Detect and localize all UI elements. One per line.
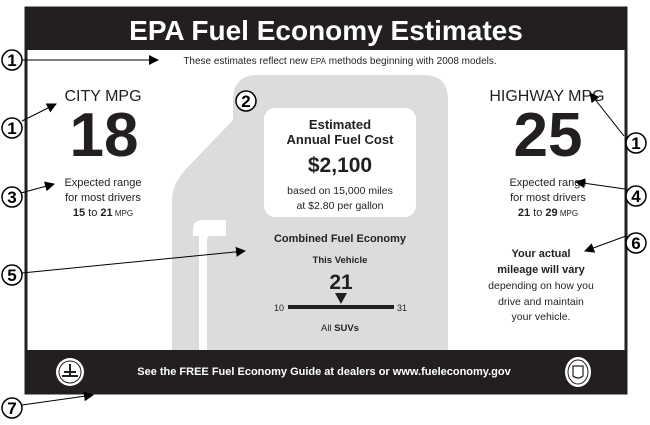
annual-cost-box — [264, 108, 416, 217]
label-subtitle: These estimates reflect new EPA methods … — [183, 56, 496, 67]
callout-1-highway: 1 — [625, 132, 647, 154]
highway-range-values: 21 to 29 MPG — [518, 207, 578, 219]
highway-range-line2: for most drivers — [510, 192, 586, 204]
svg-text:1: 1 — [7, 119, 16, 138]
callout-4-highway-range: 4 — [625, 185, 647, 207]
callout-3-city-range: 3 — [1, 186, 23, 208]
pump-hose-gap — [199, 228, 226, 350]
city-range-line1: Expected range — [64, 177, 141, 189]
callout-7-footer: 7 — [1, 397, 23, 419]
svg-text:1: 1 — [7, 51, 16, 70]
svg-text:7: 7 — [7, 399, 16, 418]
svg-text:4: 4 — [631, 187, 641, 206]
combined-value: 21 — [329, 271, 353, 294]
svg-text:2: 2 — [241, 92, 250, 111]
annual-cost-value: $2,100 — [308, 154, 372, 177]
combined-vehicle-class: All SUVs — [321, 323, 359, 334]
epa-seal-icon — [56, 358, 84, 386]
disclaimer-line2: mileage will vary — [497, 264, 585, 276]
svg-text:3: 3 — [7, 188, 16, 207]
disclaimer-line4: drive and maintain — [498, 296, 584, 308]
highway-mpg-heading: HIGHWAY MPG — [489, 88, 604, 105]
combined-scale-min: 10 — [274, 303, 284, 313]
disclaimer-line1: Your actual — [511, 248, 570, 260]
callout-arrows — [20, 55, 627, 406]
city-range-line2: for most drivers — [65, 192, 141, 204]
annual-cost-basis-2: at $2.80 per gallon — [297, 200, 384, 212]
callout-1-subtitle: 1 — [1, 49, 23, 71]
annual-cost-heading-1: Estimated — [309, 117, 371, 132]
city-mpg-value: 18 — [70, 101, 139, 170]
svg-text:1: 1 — [631, 134, 640, 153]
combined-this-vehicle: This Vehicle — [313, 255, 368, 266]
callout-6-disclaimer: 6 — [625, 232, 647, 254]
footer-text: See the FREE Fuel Economy Guide at deale… — [137, 366, 511, 378]
doe-seal-icon — [565, 357, 591, 387]
label-title: EPA Fuel Economy Estimates — [129, 15, 523, 46]
combined-scale-bar — [288, 305, 394, 309]
disclaimer-line5: your vehicle. — [512, 311, 571, 323]
footer-bar — [26, 350, 626, 393]
annual-cost-basis-1: based on 15,000 miles — [287, 185, 393, 197]
annual-cost-heading-2: Annual Fuel Cost — [287, 132, 395, 147]
callout-5-combined: 5 — [1, 264, 23, 286]
combined-scale-max: 31 — [397, 303, 407, 313]
svg-text:5: 5 — [7, 266, 16, 285]
city-range-values: 15 to 21 MPG — [73, 207, 133, 219]
callout-2-annual-cost: 2 — [235, 90, 257, 112]
combined-heading: Combined Fuel Economy — [274, 233, 407, 245]
header-bar — [26, 8, 626, 50]
highway-mpg-value: 25 — [514, 101, 583, 170]
callout-1-city: 1 — [1, 117, 23, 139]
highway-range-line1: Expected range — [509, 177, 586, 189]
svg-text:6: 6 — [631, 234, 640, 253]
disclaimer-line3: depending on how you — [488, 280, 594, 292]
city-mpg-heading: CITY MPG — [64, 88, 141, 105]
combined-pointer-icon — [335, 293, 347, 304]
